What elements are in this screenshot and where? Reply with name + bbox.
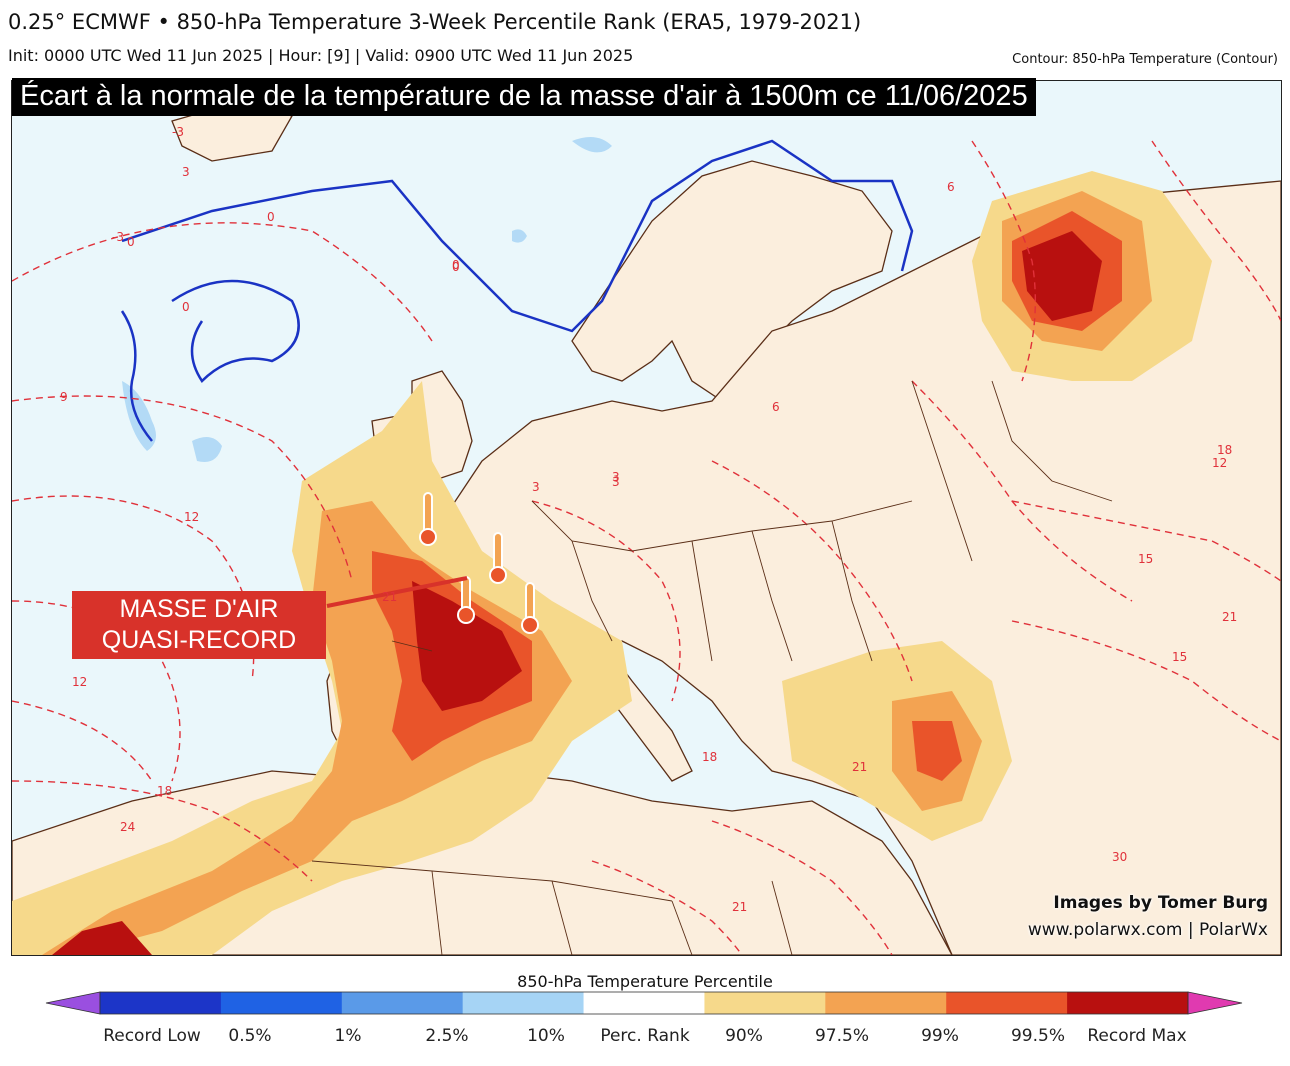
contour-label: 3 [182, 165, 190, 179]
colorbar-segment [220, 992, 343, 1014]
contour-label: 15 [1172, 650, 1187, 664]
colorbar-segment [825, 992, 947, 1014]
colorbar-label: 1% [334, 1026, 362, 1046]
contour-label: 18 [157, 784, 172, 798]
contour-label: 0 [267, 210, 275, 224]
colorbar-segment [341, 992, 464, 1014]
contour-label: 21 [382, 590, 397, 604]
colorbar-label: Perc. Rank [600, 1026, 690, 1046]
air-mass-callout: MASSE D'AIR QUASI-RECORD [72, 591, 326, 659]
callout-line-1: MASSE D'AIR [119, 595, 279, 623]
colorbar-record-max-cap [1187, 991, 1243, 1015]
colorbar-label: Record Low [103, 1026, 201, 1046]
contour-label: 21 [732, 900, 747, 914]
colorbar-segment [100, 992, 222, 1014]
contour-label: 0 [452, 260, 460, 274]
colorbar-label: 10% [527, 1026, 565, 1046]
colorbar-label: 90% [725, 1026, 763, 1046]
map-canvas: 300006-3-3963129121215181815182124212121… [12, 81, 1281, 955]
colorbar-segment [583, 992, 705, 1014]
contour-label: 6 [947, 180, 955, 194]
colorbar-segment [946, 992, 1068, 1014]
callout-arrow [326, 576, 468, 608]
colorbar-label: 2.5% [425, 1026, 469, 1046]
colorbar-segment [1067, 992, 1189, 1014]
contour-label: 0 [182, 300, 190, 314]
contour-note: Contour: 850-hPa Temperature (Contour) [1012, 52, 1278, 67]
colorbar-record-low-cap [45, 991, 101, 1015]
contour-label: 12 [72, 675, 87, 689]
map-title: 0.25° ECMWF • 850-hPa Temperature 3-Week… [8, 10, 862, 34]
contour-label: 9 [60, 390, 68, 404]
colorbar-label: 99% [921, 1026, 959, 1046]
contour-label: 18 [1217, 443, 1232, 457]
contour-label: 0 [452, 258, 460, 272]
contour-label: 3 [612, 475, 620, 489]
contour-label: 0 [127, 235, 135, 249]
warm-contours [12, 140, 1281, 955]
contour-label: -3 [112, 230, 124, 244]
contour-label: 21 [1222, 610, 1237, 624]
credit-website: www.polarwx.com | PolarWx [1027, 920, 1268, 940]
contour-label: 30 [1112, 850, 1127, 864]
contour-label: 3 [612, 470, 620, 484]
colorbar-segment [704, 992, 826, 1014]
contour-label: 21 [852, 760, 867, 774]
contour-label: 15 [1138, 552, 1153, 566]
contour-label: 12 [1212, 456, 1227, 470]
contour-label: 18 [702, 750, 717, 764]
contour-label: -3 [172, 125, 184, 139]
colorbar-label: 97.5% [814, 1026, 870, 1046]
contour-label: 24 [120, 820, 135, 834]
contour-label: 3 [532, 480, 540, 494]
map-panel: 300006-3-3963129121215181815182124212121… [11, 80, 1282, 956]
contour-label-group: 300006-3-3963129121215181815182124212121… [60, 125, 1237, 914]
colorbar-title: 850-hPa Temperature Percentile [517, 972, 773, 991]
callout-line-2: QUASI-RECORD [101, 626, 297, 654]
colorbar-label: 0.5% [228, 1026, 272, 1046]
map-banner: Écart à la normale de la température de … [12, 78, 1036, 116]
contour-label: 6 [772, 400, 780, 414]
country-borders [311, 380, 1113, 955]
colorbar [45, 991, 1243, 1015]
cold-contours [120, 139, 914, 442]
warm-anomaly-shading [12, 171, 1212, 955]
credit-author: Images by Tomer Burg [1053, 893, 1268, 913]
colorbar-label: 99.5% [1010, 1026, 1066, 1046]
contour-label: 12 [184, 510, 199, 524]
colorbar-labels: Record Low 0.5% 1% 2.5% 10% Perc. Rank 90% 97.5… [0, 1026, 1290, 1050]
colorbar-segment [462, 992, 585, 1014]
map-subtitle: Init: 0000 UTC Wed 11 Jun 2025 | Hour: [… [8, 46, 634, 65]
colorbar-label: Record Max [1087, 1026, 1187, 1046]
colorbar-frame [99, 991, 1189, 1015]
